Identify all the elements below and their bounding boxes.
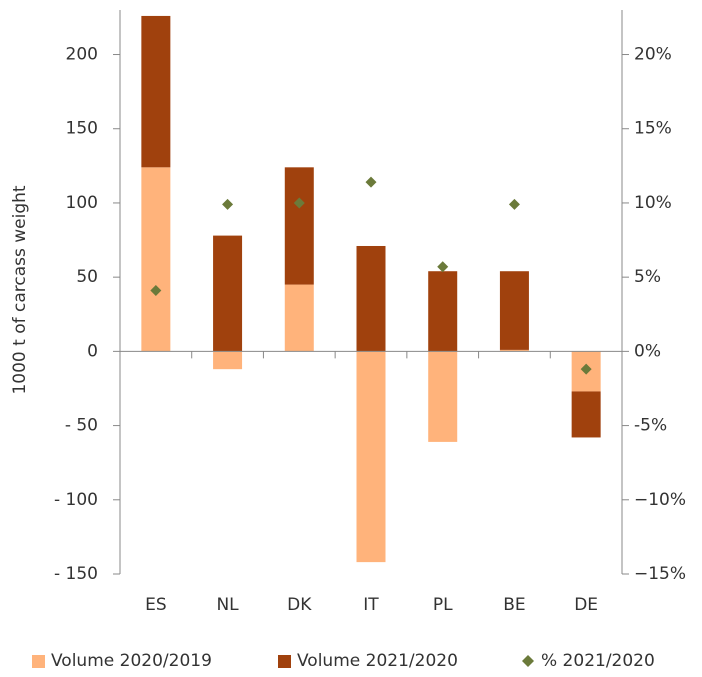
marker (293, 197, 305, 209)
y-tick-label: 50 (76, 267, 98, 287)
bar (213, 351, 243, 370)
legend-swatch (32, 655, 45, 668)
bar (428, 351, 458, 442)
bar (141, 167, 171, 352)
marker (222, 198, 234, 210)
x-tick-label: BE (503, 595, 525, 615)
legend-swatch (522, 655, 534, 667)
legend-swatch (278, 655, 291, 668)
x-tick-label: ES (145, 595, 167, 615)
y-tick-label: 150 (66, 119, 98, 139)
y2-tick-label: 15% (634, 119, 672, 139)
bar (284, 284, 314, 352)
y-tick-label: 200 (66, 45, 98, 65)
y2-tick-label: 20% (634, 45, 672, 65)
bar (213, 235, 243, 352)
y-axis-title: 1000 t of carcass weight (10, 185, 30, 394)
y2-tick-label: -5% (634, 416, 667, 436)
bar (499, 271, 529, 350)
legend-label: Volume 2021/2020 (297, 651, 458, 671)
bar (284, 167, 314, 285)
marker (508, 198, 520, 210)
y2-tick-label: −10% (634, 490, 686, 510)
marker (580, 363, 592, 375)
marker (437, 261, 449, 273)
bar (141, 15, 171, 168)
y-tick-label: - 150 (54, 564, 98, 584)
bar (356, 245, 386, 352)
y-tick-label: - 50 (65, 416, 98, 436)
y-tick-label: 100 (66, 193, 98, 213)
x-tick-label: PL (433, 595, 453, 615)
x-tick-label: DE (574, 595, 598, 615)
y2-tick-label: −15% (634, 564, 686, 584)
bar (499, 349, 529, 352)
y2-tick-label: 10% (634, 193, 672, 213)
bar (571, 391, 601, 438)
y2-tick-label: 5% (634, 267, 661, 287)
bar (428, 271, 458, 352)
legend-label: Volume 2020/2019 (51, 651, 212, 671)
x-tick-label: IT (363, 595, 379, 615)
x-tick-label: NL (216, 595, 239, 615)
x-tick-label: DK (287, 595, 312, 615)
legend-label: % 2021/2020 (541, 651, 655, 671)
y-tick-label: - 100 (54, 490, 98, 510)
marker (365, 176, 377, 188)
y-tick-label: 0 (87, 341, 98, 361)
bar (356, 351, 386, 563)
marker (150, 285, 162, 297)
y2-tick-label: 0% (634, 341, 661, 361)
